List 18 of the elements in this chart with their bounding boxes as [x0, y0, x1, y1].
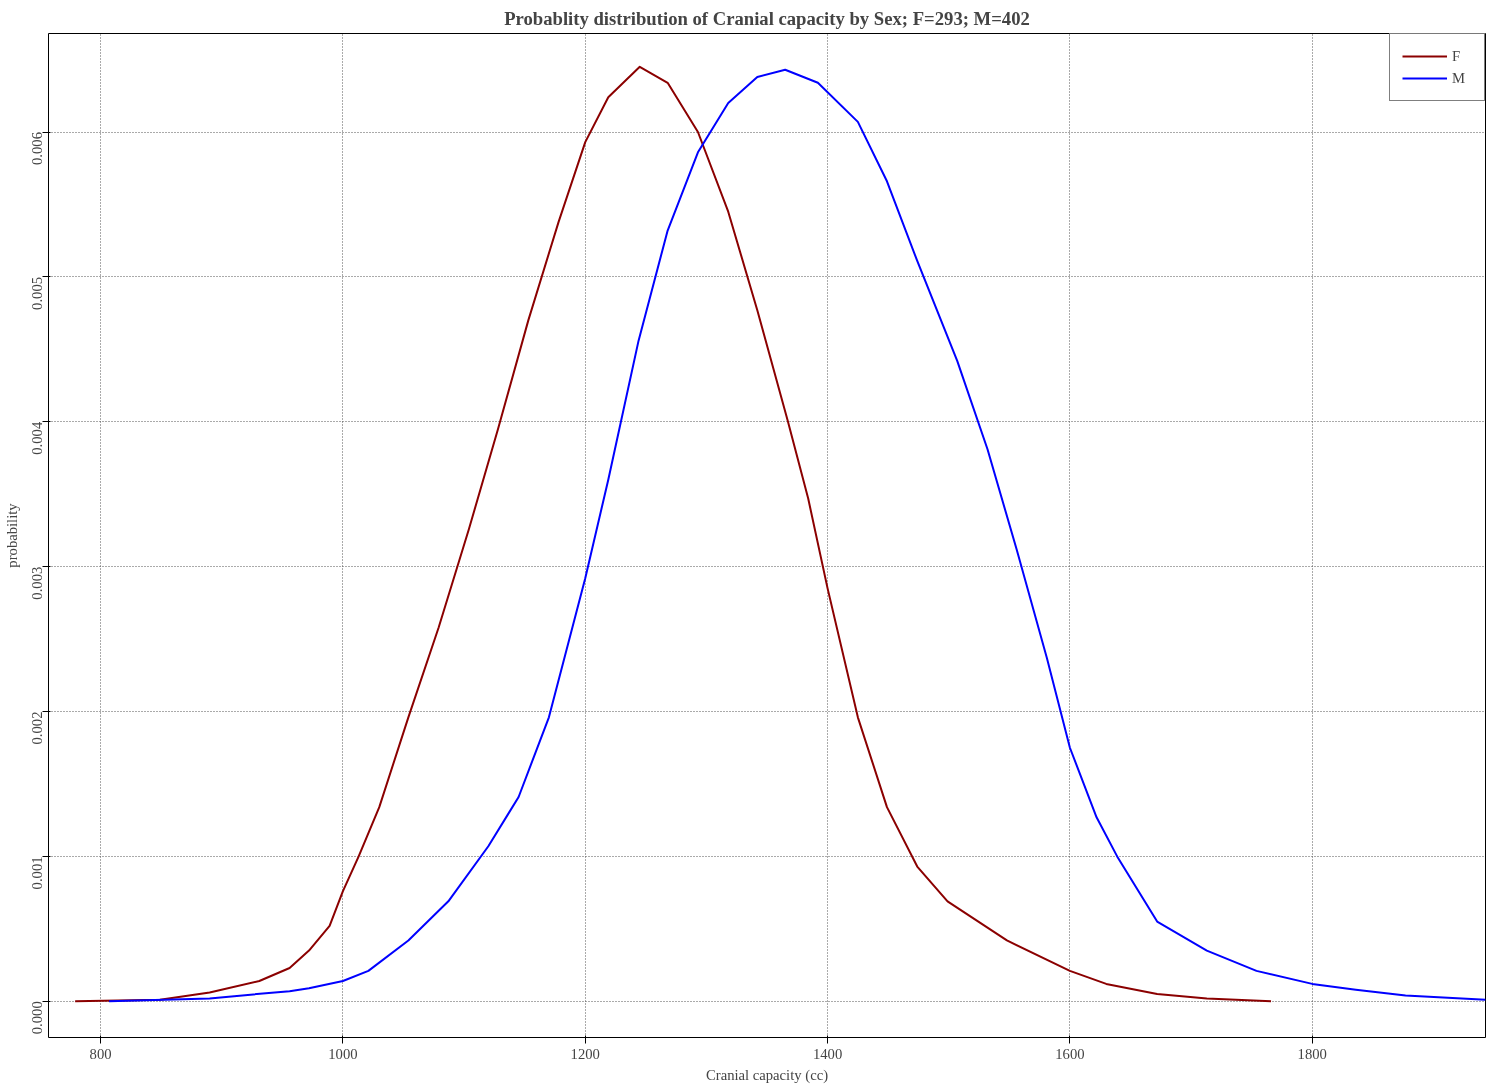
chart-title: Probablity distribution of Cranial capacity by Sex; F=293; M=402: [504, 7, 1030, 29]
y-tick-label: 0.001: [29, 856, 46, 890]
y-tick-label: 0.000: [29, 1001, 46, 1035]
legend-label: M: [1452, 69, 1467, 87]
x-axis-title: Cranial capacity (cc): [705, 1066, 829, 1084]
x-tick-label: 1400: [812, 1045, 843, 1062]
x-tick-label: 1800: [1297, 1045, 1327, 1062]
x-tick-label: 800: [89, 1045, 112, 1062]
y-tick-label: 0.006: [29, 132, 46, 165]
legend-label: F: [1452, 47, 1462, 65]
x-tick-label: 1200: [570, 1045, 600, 1062]
x-tick-label: 1000: [328, 1045, 358, 1062]
y-tick-label: 0.002: [29, 711, 46, 745]
y-tick-label: 0.005: [29, 276, 46, 310]
y-axis-title: probability: [3, 502, 20, 568]
y-tick-label: 0.004: [29, 421, 46, 455]
x-tick-label: 1600: [1055, 1045, 1085, 1062]
y-tick-label: 0.003: [29, 566, 46, 600]
